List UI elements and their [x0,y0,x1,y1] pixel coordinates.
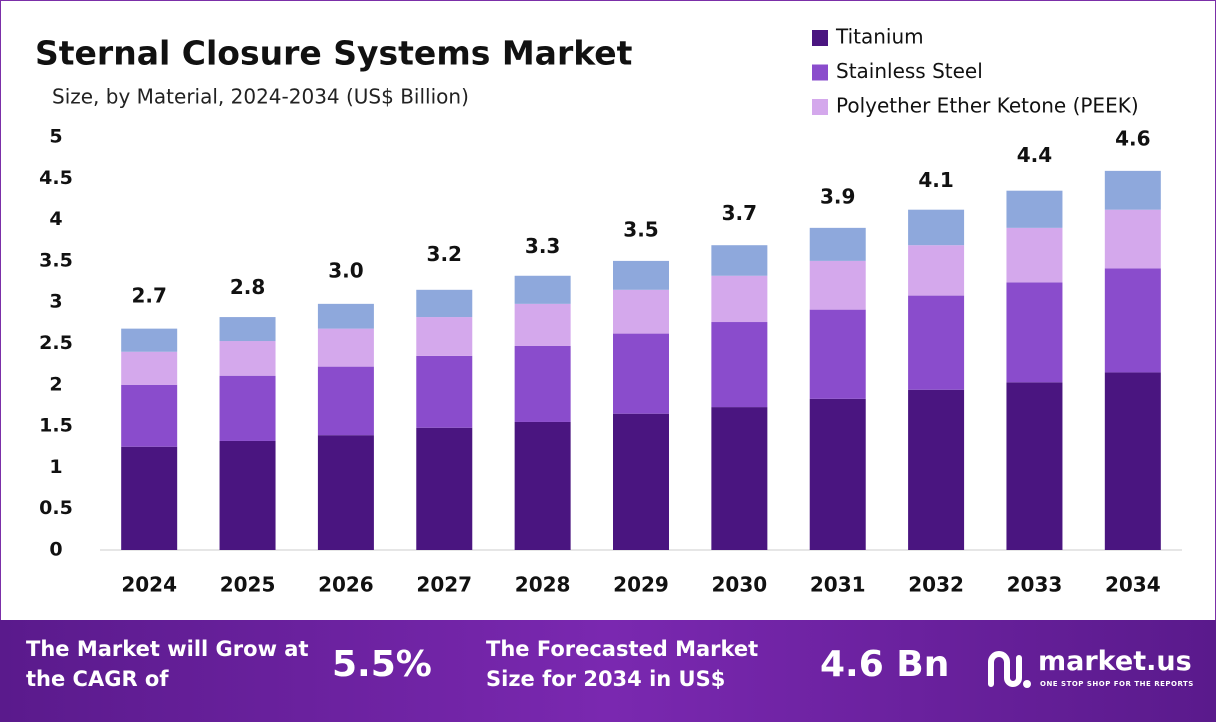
bar-segment [613,333,669,414]
total-label: 4.1 [918,168,953,192]
bar-segment [416,317,473,356]
bar-segment [1104,268,1161,373]
legend-label: Titanium [835,25,924,49]
logo-tagline: ONE STOP SHOP FOR THE REPORTS [1040,680,1194,688]
x-tick-label: 2030 [712,573,768,597]
cagr-text: The Market will Grow at the CAGR of [26,637,309,691]
bar-segment [317,303,374,329]
bar-segment [1006,227,1063,283]
footer: The Market will Grow at the CAGR of 5.5%… [0,620,1216,722]
bar-segment [613,260,669,290]
legend-swatch [812,30,828,46]
y-tick-label: 3 [49,291,62,313]
y-tick-label: 5 [49,126,62,148]
x-tick-label: 2034 [1105,573,1161,597]
bar-segment [613,413,669,550]
chart: Sternal Closure Systems Market Size, by … [35,25,1182,597]
legend-swatch [812,99,828,115]
total-label: 2.8 [230,275,265,299]
bar-segment [1104,170,1161,210]
forecast-value: 4.6 Bn [820,644,950,685]
bar-segment [416,289,473,318]
total-label: 4.6 [1115,127,1150,151]
y-tick-label: 3.5 [39,249,73,271]
total-label: 3.5 [623,217,658,241]
total-label: 3.7 [722,201,757,225]
x-tick-label: 2031 [810,573,866,597]
bar-segment [219,440,276,550]
x-tick-label: 2028 [515,573,571,597]
x-tick-label: 2033 [1007,573,1063,597]
bar-segment [809,309,866,399]
x-tick-label: 2029 [613,573,669,597]
bar-segment [1006,282,1063,383]
bar-segment [219,341,276,376]
x-tick-label: 2026 [318,573,374,597]
total-label: 3.2 [427,242,462,266]
bar-segment [514,303,571,346]
total-label: 2.7 [131,283,166,307]
bar-segment [908,245,965,296]
bar-segment [121,328,178,352]
y-tick-label: 0.5 [39,497,73,519]
forecast-text: The Forecasted Market Size for 2034 in U… [486,637,759,691]
x-tick-label: 2025 [220,573,276,597]
legend-label: Polyether Ether Ketone (PEEK) [836,94,1139,118]
bar-segment [1104,209,1161,269]
bar-segment [809,398,866,550]
bar-segment [416,427,473,550]
bar-segment [317,366,374,436]
x-tick-label: 2027 [416,573,472,597]
chart-title: Sternal Closure Systems Market [35,34,633,73]
bar-segment [809,260,866,310]
bar-segment [1006,190,1063,228]
x-tick-label: 2032 [908,573,964,597]
bar-segment [908,209,965,246]
total-label: 3.9 [820,184,855,208]
y-tick-label: 4 [49,208,62,230]
cagr-value: 5.5% [332,644,432,685]
legend-label: Stainless Steel [836,59,983,83]
bar-segment [711,245,768,276]
total-label: 3.3 [525,234,560,258]
bar-segment [317,435,374,550]
total-label: 3.0 [328,259,363,283]
bar-segment [1104,372,1161,550]
bar-segment [121,384,178,447]
bar-segment [613,289,669,334]
y-tick-label: 1 [49,456,62,478]
bar-segment [121,351,178,385]
legend-swatch [812,64,828,81]
bar-segment [416,355,473,428]
bar-segment [908,389,965,550]
bar-segment [514,345,571,422]
x-tick-label: 2024 [121,573,177,597]
y-tick-label: 4.5 [39,167,73,189]
bar-segment [711,407,768,550]
y-tick-label: 0 [49,539,62,561]
y-tick-label: 1.5 [39,415,73,437]
total-label: 4.4 [1017,143,1052,167]
logo-text: market.us [1038,646,1192,677]
bar-segment [711,275,768,323]
chart-subtitle: Size, by Material, 2024-2034 (US$ Billio… [52,85,469,109]
bar-segment [514,421,571,550]
bar-segment [121,446,178,550]
y-tick-label: 2 [49,373,62,395]
bar-segment [809,227,866,261]
bar-segment [219,317,276,342]
bar-segment [317,328,374,367]
bar-segment [514,275,571,304]
bar-segment [219,375,276,441]
y-tick-label: 2.5 [39,332,73,354]
bar-segment [908,295,965,390]
logo-icon [988,651,1031,688]
bar-segment [711,322,768,408]
bar-segment [1006,382,1063,550]
